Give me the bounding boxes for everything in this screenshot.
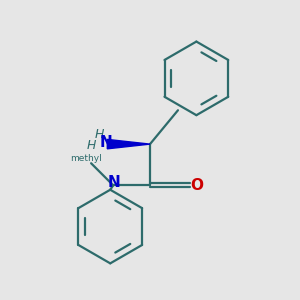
Text: O: O [190, 178, 204, 193]
Text: N: N [100, 135, 112, 150]
Text: H: H [86, 139, 96, 152]
Text: N: N [107, 176, 120, 190]
Text: methyl: methyl [70, 154, 102, 163]
Polygon shape [107, 140, 150, 149]
Text: H: H [94, 128, 104, 141]
